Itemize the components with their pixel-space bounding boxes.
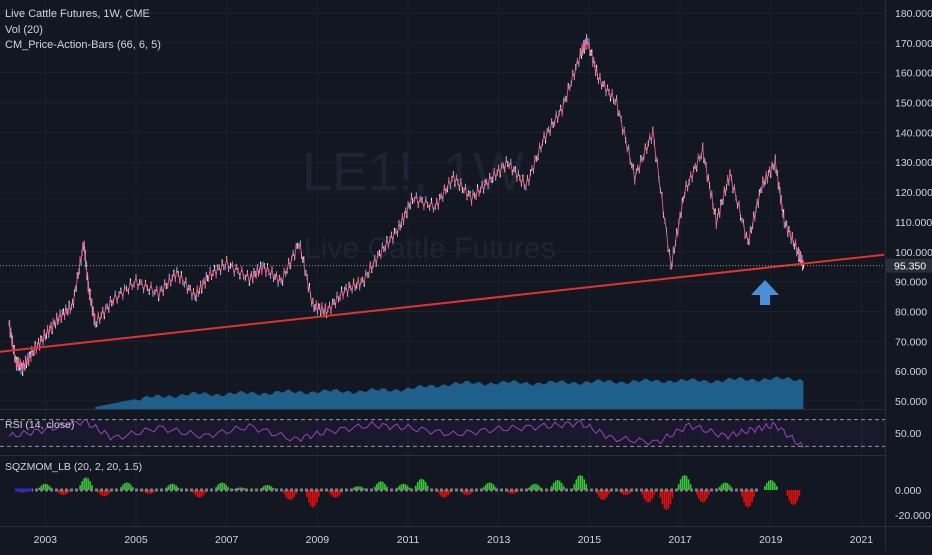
price-tick-label: 170.000 [895, 38, 932, 50]
volume-bars [95, 376, 804, 409]
price-tick-label: 110.000 [895, 217, 932, 229]
price-tick-label: 150.000 [895, 98, 932, 110]
price-tick-label: 60.000 [895, 366, 927, 378]
watermark-symbol: LE1!, 1W [302, 142, 524, 202]
last-price-badge [886, 258, 932, 273]
trendline-layer[interactable] [0, 253, 885, 353]
price-tick-label: 160.000 [895, 68, 932, 80]
time-tick-label: 2019 [759, 534, 783, 546]
legend-volume[interactable]: Vol (20) [5, 24, 43, 36]
arrow-up-icon[interactable] [751, 280, 779, 305]
time-tick-label: 2017 [668, 534, 692, 546]
volume-area [95, 376, 804, 409]
time-tick-label: 2007 [215, 534, 239, 546]
price-tick-label: 120.000 [895, 187, 932, 199]
time-tick-label: 2003 [34, 534, 58, 546]
price-tick-label: 140.000 [895, 127, 932, 139]
rsi-tick-label: 50.00 [895, 428, 921, 440]
time-tick-label: 2015 [578, 534, 602, 546]
legend-rsi[interactable]: RSI (14, close) [5, 419, 74, 431]
price-line [8, 36, 804, 373]
time-tick-label: 2011 [397, 534, 420, 546]
legend-price-action-bars[interactable]: CM_Price-Action-Bars (66, 6, 5) [5, 39, 161, 51]
watermark-name: Live Cattle Futures [304, 232, 556, 265]
axes: 180.000 170.000 160.000 150.000 140.000 130.0… [34, 8, 932, 546]
rsi-line [8, 419, 804, 448]
price-tick-label: 130.000 [895, 157, 932, 169]
grid-layer [0, 0, 885, 526]
time-tick-label: 2005 [124, 534, 148, 546]
price-tick-label: 90.000 [895, 277, 927, 289]
sqz-tick-label: -20.000 [895, 510, 931, 522]
legend-sqzmom[interactable]: SQZMOM_LB (20, 2, 20, 1.5) [5, 461, 142, 473]
rsi-pane [0, 419, 885, 448]
price-tick-label: 80.000 [895, 306, 927, 318]
price-tick-label: 50.000 [895, 396, 927, 408]
price-series[interactable] [8, 34, 804, 376]
chart-title[interactable]: Live Cattle Futures, 1W, CME [5, 8, 150, 20]
time-tick-label: 2013 [487, 534, 511, 546]
time-tick-label: 2021 [850, 534, 874, 546]
sqzmom-pane [15, 475, 801, 510]
sqz-tick-label: 0.000 [895, 485, 921, 497]
price-tick-label: 70.000 [895, 336, 927, 348]
last-price-label: 95.350 [894, 261, 926, 273]
price-tick-label: 100.000 [895, 247, 932, 259]
price-tick-label: 180.000 [895, 8, 932, 20]
support-trendline[interactable] [0, 253, 885, 353]
time-tick-label: 2009 [306, 534, 330, 546]
